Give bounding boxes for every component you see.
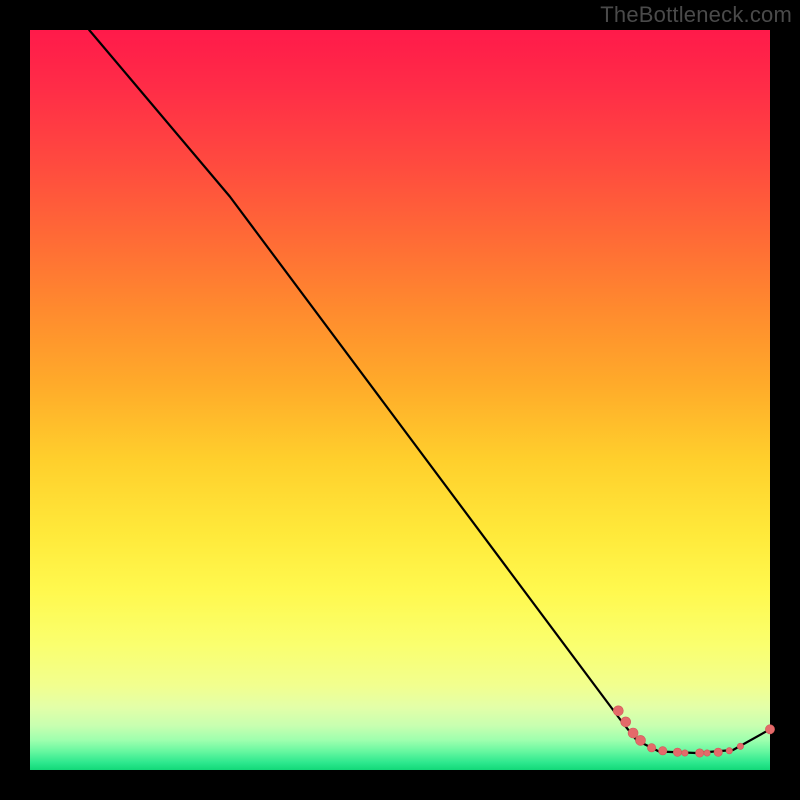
marker-point [682,750,688,756]
marker-point [704,750,710,756]
marker-point [659,747,667,755]
marker-point [696,749,704,757]
watermark-text: TheBottleneck.com [600,2,792,28]
marker-point [714,748,722,756]
marker-point [726,748,732,754]
marker-point [628,728,638,738]
marker-point [737,743,743,749]
chart-svg [0,0,800,800]
plot-area [30,30,770,770]
marker-point [673,748,681,756]
marker-point [765,725,774,734]
marker-point [647,744,655,752]
chart-container: TheBottleneck.com [0,0,800,800]
marker-point [636,735,646,745]
marker-point [621,717,631,727]
marker-point [613,706,623,716]
